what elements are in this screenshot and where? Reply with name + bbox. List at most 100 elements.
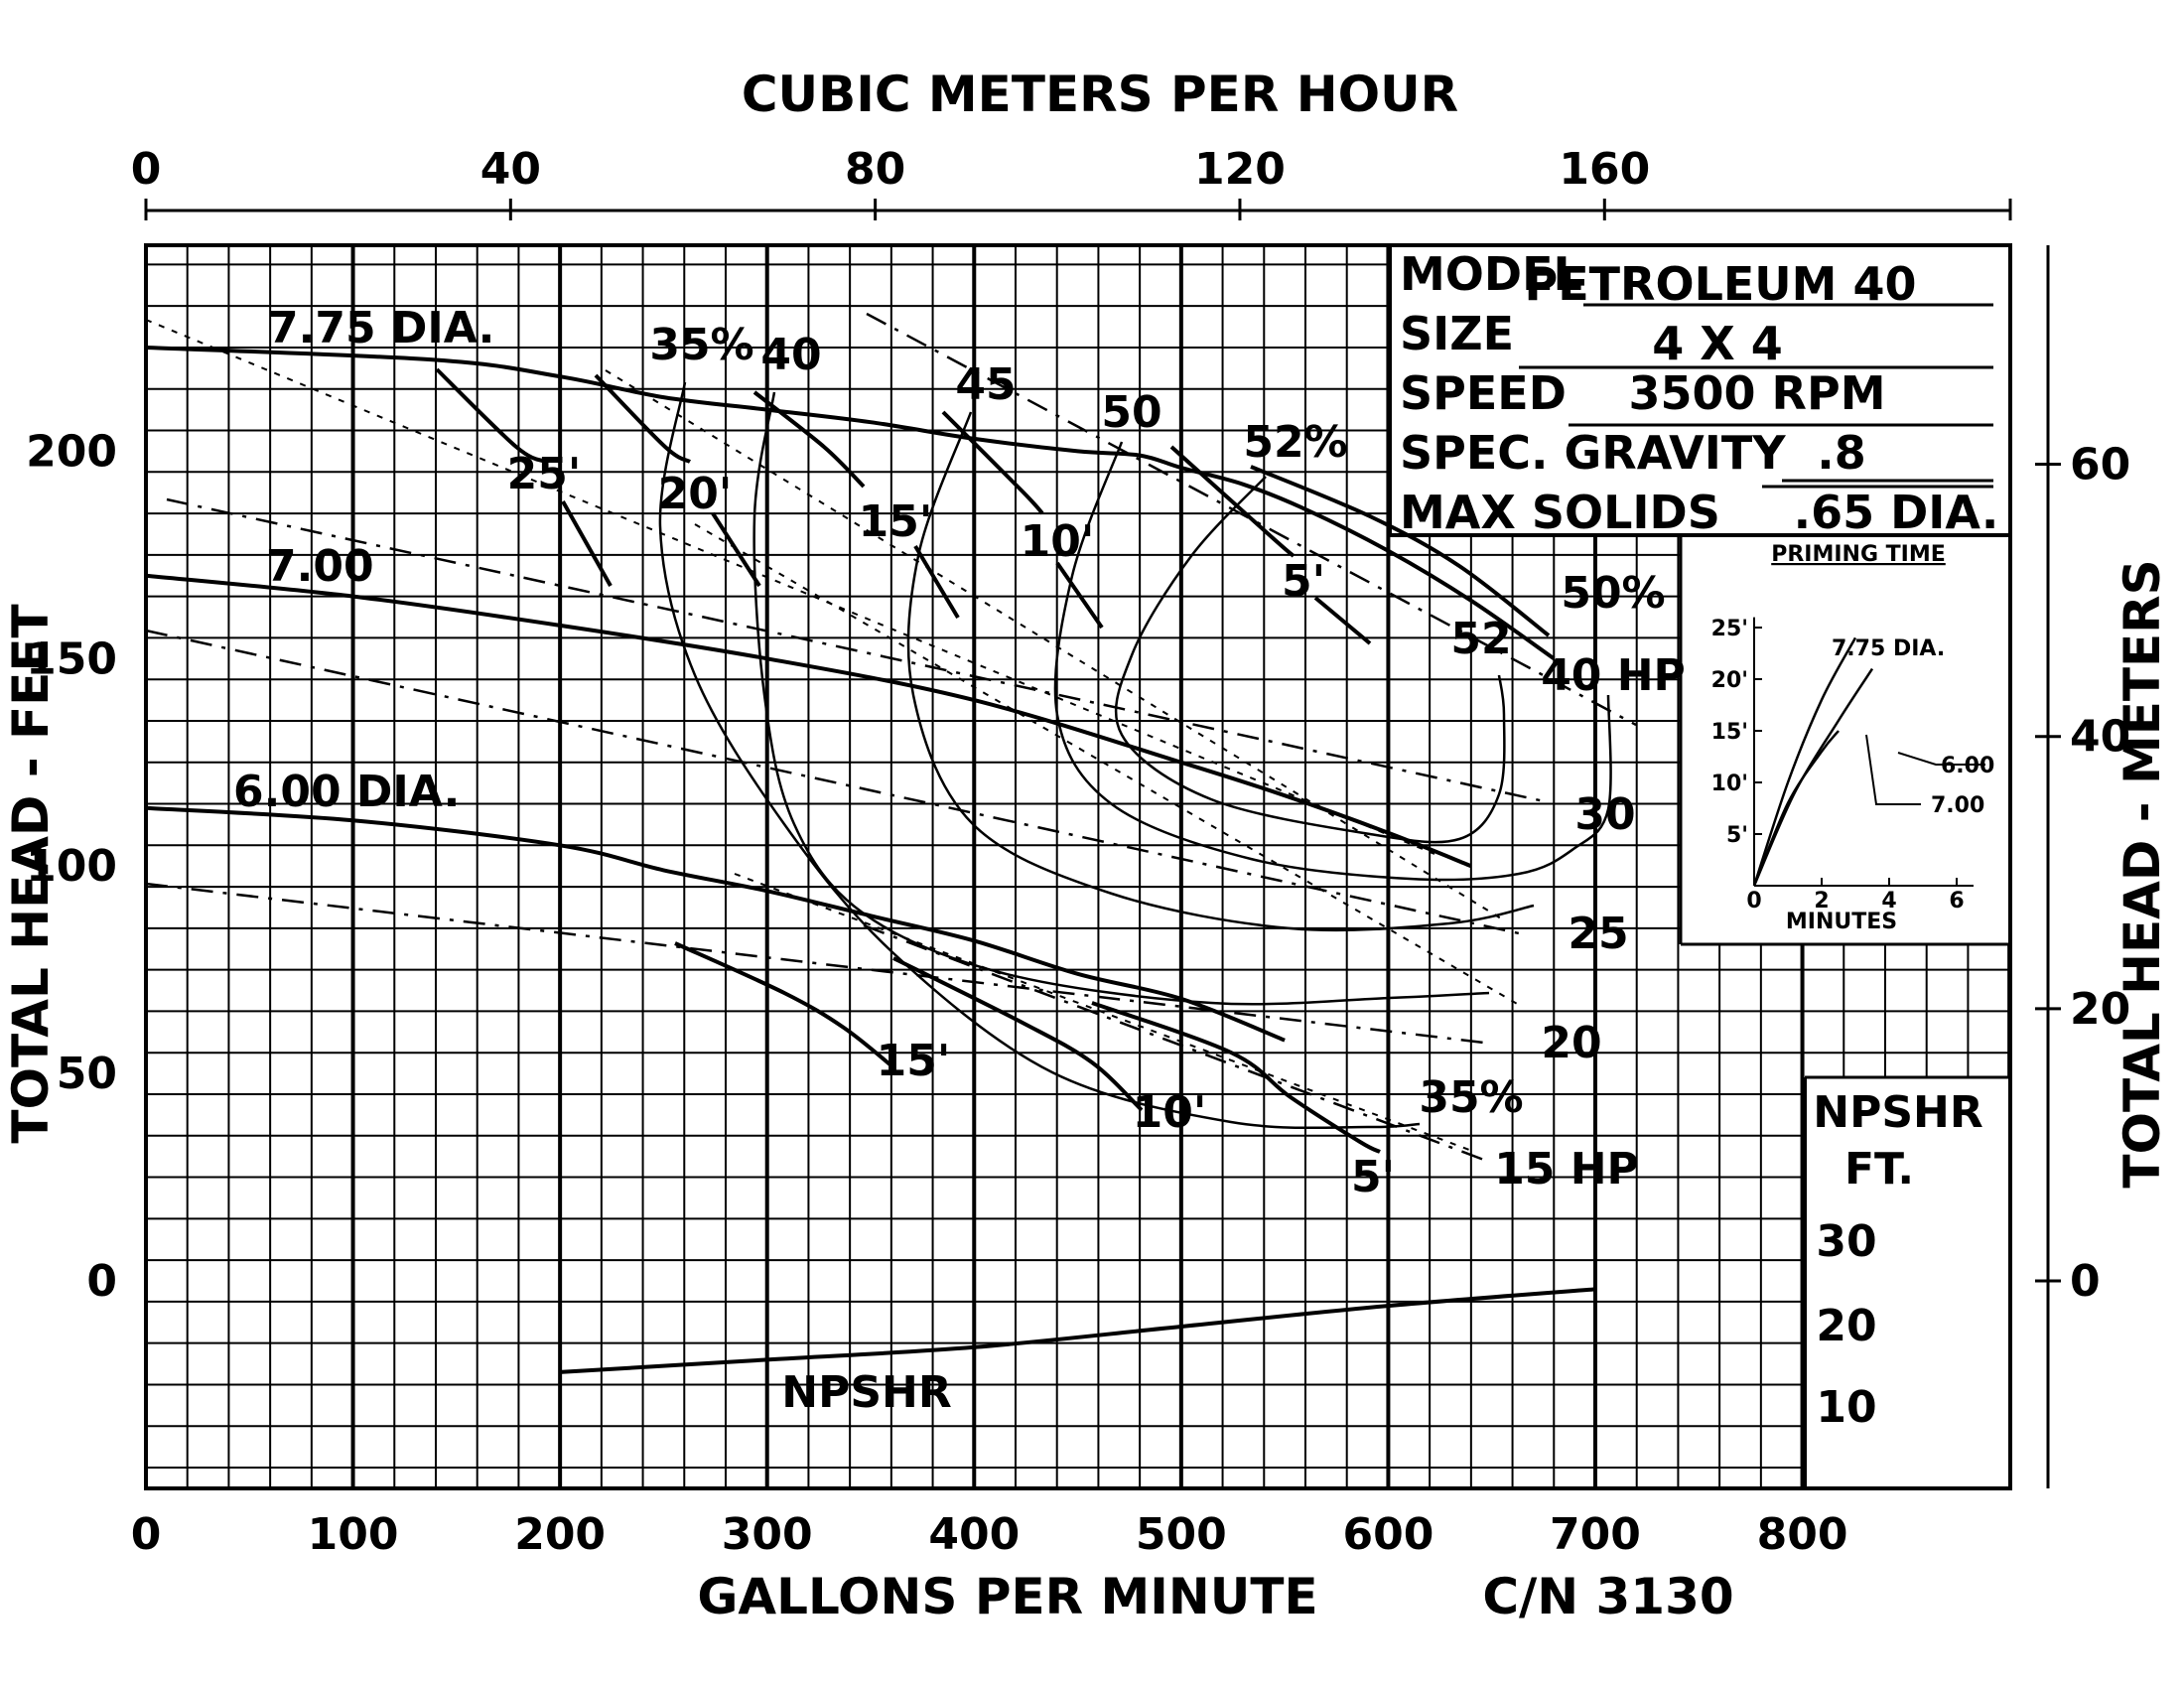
- right-tick-label: 40: [2070, 712, 2130, 763]
- x-axis-ticks: 0 100 200 300 400 500 600 700 800: [131, 1509, 1848, 1560]
- hp-fine-3: [734, 873, 1470, 1151]
- hp-line-0: [866, 312, 1637, 727]
- npshr-scale-unit: FT.: [1844, 1144, 1914, 1195]
- eff-label-40: 40: [760, 330, 821, 380]
- hp-label-25: 25: [1568, 909, 1628, 959]
- inset-curves: [1752, 636, 1874, 887]
- hp-line-2: [145, 629, 1520, 935]
- npsh-label-25: 25': [507, 449, 582, 499]
- inset-curve-2: [1752, 730, 1840, 887]
- gravity-label: SPEC. GRAVITY: [1400, 426, 1786, 480]
- efficiency-curves: [658, 381, 1612, 1130]
- inset-title: PRIMING TIME: [1771, 542, 1946, 567]
- npsh-line-0: [435, 367, 547, 464]
- npsh-line-4: [752, 390, 866, 489]
- right-axis-title: TOTAL HEAD - METERS: [2114, 559, 2171, 1188]
- inset-curve-0: [1752, 636, 1857, 887]
- npsh-line-2: [594, 373, 692, 464]
- x-tick-label: 0: [131, 1509, 162, 1560]
- npsh-label-20: 20': [658, 469, 733, 519]
- x-tick-label: 100: [308, 1509, 399, 1560]
- y-tick-label: 150: [26, 633, 117, 684]
- inset-y-tick-label: 10': [1711, 772, 1748, 796]
- curve-labels: 7.75 DIA. 7.00 6.00 DIA. NPSHR 35% 40 45…: [233, 303, 1686, 1418]
- inset-x-tick-label: 6: [1949, 889, 1964, 914]
- spec-block: MODEL PETROLEUM 40 SIZE 4 X 4 SPEED 3500…: [1388, 247, 2010, 539]
- x-tick-label: 800: [1757, 1509, 1848, 1560]
- npsh-label-10-low: 10': [1133, 1087, 1207, 1138]
- npsh-line-7: [1055, 561, 1104, 630]
- npsh-line-6: [941, 410, 1044, 515]
- npshr-tick-10: 10: [1816, 1382, 1876, 1433]
- y-tick-label: 100: [26, 841, 117, 892]
- model-label: MODEL: [1400, 247, 1582, 301]
- npsh-lines: [435, 367, 1551, 1154]
- eff-label-52: 52: [1450, 614, 1511, 664]
- label-6.00-dia: 6.00 DIA.: [233, 767, 460, 817]
- gravity-value: .8: [1817, 426, 1865, 480]
- x-tick-label: 200: [514, 1509, 606, 1560]
- inset-label-7.00: 7.00: [1931, 793, 1984, 818]
- hp-line-3: [145, 882, 1485, 1045]
- efficiency-curve-4: [1114, 476, 1506, 844]
- eff-label-50pct: 50%: [1561, 568, 1665, 619]
- y-axis-title: TOTAL HEAD - FEET: [2, 604, 60, 1143]
- hp-label-40: 40 HP: [1541, 650, 1686, 701]
- npsh-line-9: [1313, 596, 1372, 645]
- top-tick-label: 160: [1559, 144, 1650, 195]
- inset-x-tick-label: 2: [1814, 889, 1829, 914]
- npsh-label-15-low: 15': [877, 1036, 951, 1086]
- y-tick-label: 200: [26, 426, 117, 477]
- solids-label: MAX SOLIDS: [1400, 486, 1720, 539]
- right-tick-label: 60: [2070, 440, 2130, 491]
- x-tick-label: 400: [928, 1509, 1020, 1560]
- hp-label-20: 20: [1541, 1018, 1601, 1068]
- inset-y-tick-label: 20': [1711, 668, 1748, 693]
- efficiency-curve-2: [906, 411, 1535, 932]
- inset-axes: 0 2 4 6 25' 20' 15' 10' 5': [1711, 617, 1974, 914]
- y-tick-label: 50: [57, 1049, 117, 1099]
- hp-label-15: 15 HP: [1494, 1144, 1639, 1195]
- hp-fine-1: [605, 369, 1502, 919]
- hp-line-4: [863, 923, 1490, 1164]
- curve-number: C/N 3130: [1482, 1568, 1733, 1625]
- speed-label: SPEED: [1400, 366, 1567, 420]
- x-tick-label: 600: [1342, 1509, 1433, 1560]
- eff-label-50: 50: [1101, 387, 1161, 438]
- top-axis-ticks: 0 40 80 120 160: [131, 144, 2012, 220]
- inset-label-7.75: 7.75 DIA.: [1832, 636, 1945, 661]
- npsh-label-10: 10': [1021, 516, 1095, 567]
- npsh-label-15: 15': [859, 496, 933, 547]
- model-value: PETROLEUM 40: [1525, 257, 1917, 311]
- horsepower-lines: [145, 312, 1637, 1164]
- inset-x-label: MINUTES: [1786, 910, 1897, 934]
- priming-time-inset: PRIMING TIME 0 2 4 625'20'15'10'5' MINUTES …: [1679, 537, 2008, 946]
- eff-label-35: 35%: [649, 320, 753, 370]
- label-npshr: NPSHR: [781, 1367, 951, 1418]
- inset-y-tick-label: 25': [1711, 617, 1748, 641]
- label-7.00: 7.00: [266, 541, 374, 592]
- npsh-line-10: [674, 941, 895, 1069]
- npshr-tick-30: 30: [1816, 1216, 1876, 1267]
- top-tick-label: 120: [1194, 144, 1286, 195]
- eff-label-35pct-low: 35%: [1419, 1072, 1523, 1123]
- hp-label-30: 30: [1574, 789, 1635, 840]
- eff-label-45: 45: [955, 359, 1016, 410]
- x-tick-label: 700: [1550, 1509, 1641, 1560]
- efficiency-curve-1: [752, 391, 1490, 1006]
- top-tick-label: 40: [480, 144, 541, 195]
- x-tick-label: 300: [722, 1509, 813, 1560]
- efficiency-curve-0: [658, 381, 1421, 1130]
- top-axis-title: CUBIC METERS PER HOUR: [742, 66, 1458, 123]
- hp-fine-0: [145, 319, 1435, 855]
- npsh-label-5-low: 5': [1351, 1152, 1395, 1202]
- npsh-line-5: [913, 544, 960, 620]
- speed-value: 3500 RPM: [1629, 366, 1886, 420]
- top-tick-label: 0: [131, 144, 162, 195]
- inset-box: [1681, 537, 2008, 944]
- y-axis-ticks: 0 50 100 150 200: [26, 426, 117, 1307]
- npsh-label-5: 5': [1282, 556, 1325, 607]
- inset-y-tick-label: 5': [1726, 823, 1748, 848]
- npshr-curve: [559, 1287, 1596, 1374]
- right-tick-label: 0: [2070, 1256, 2101, 1307]
